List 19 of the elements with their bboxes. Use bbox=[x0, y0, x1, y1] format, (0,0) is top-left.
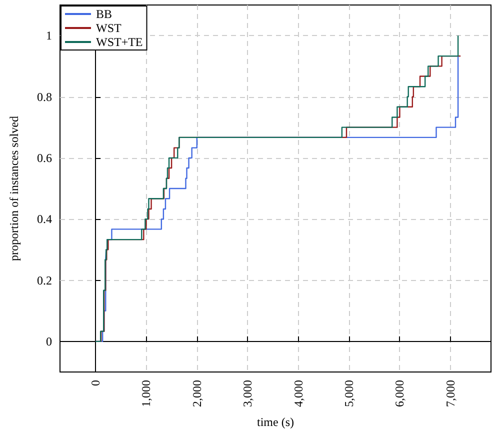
y-tick-label: 0.8 bbox=[37, 90, 52, 104]
x-tick-label: 6,000 bbox=[392, 380, 407, 407]
legend-label: WST+TE bbox=[96, 35, 143, 49]
y-axis-title: proportion of instances solved bbox=[7, 116, 21, 261]
y-tick-label: 0.6 bbox=[37, 150, 52, 165]
y-tick-label: 1 bbox=[46, 28, 52, 43]
legend-label: BB bbox=[96, 7, 112, 21]
x-tick-label: 2,000 bbox=[190, 380, 204, 407]
x-tick-label: 1,000 bbox=[139, 380, 154, 407]
x-tick-label: 7,000 bbox=[443, 380, 458, 407]
y-tick-label: 0 bbox=[46, 334, 52, 348]
x-tick-label: 3,000 bbox=[240, 380, 255, 407]
y-tick-label: 0.4 bbox=[37, 212, 52, 226]
x-tick-label: 4,000 bbox=[291, 380, 306, 407]
x-tick-label: 0 bbox=[88, 380, 102, 386]
x-axis-title: time (s) bbox=[257, 415, 294, 429]
legend-label: WST bbox=[96, 21, 122, 35]
x-tick-label: 5,000 bbox=[342, 380, 356, 407]
y-tick-label: 0.2 bbox=[37, 273, 52, 288]
